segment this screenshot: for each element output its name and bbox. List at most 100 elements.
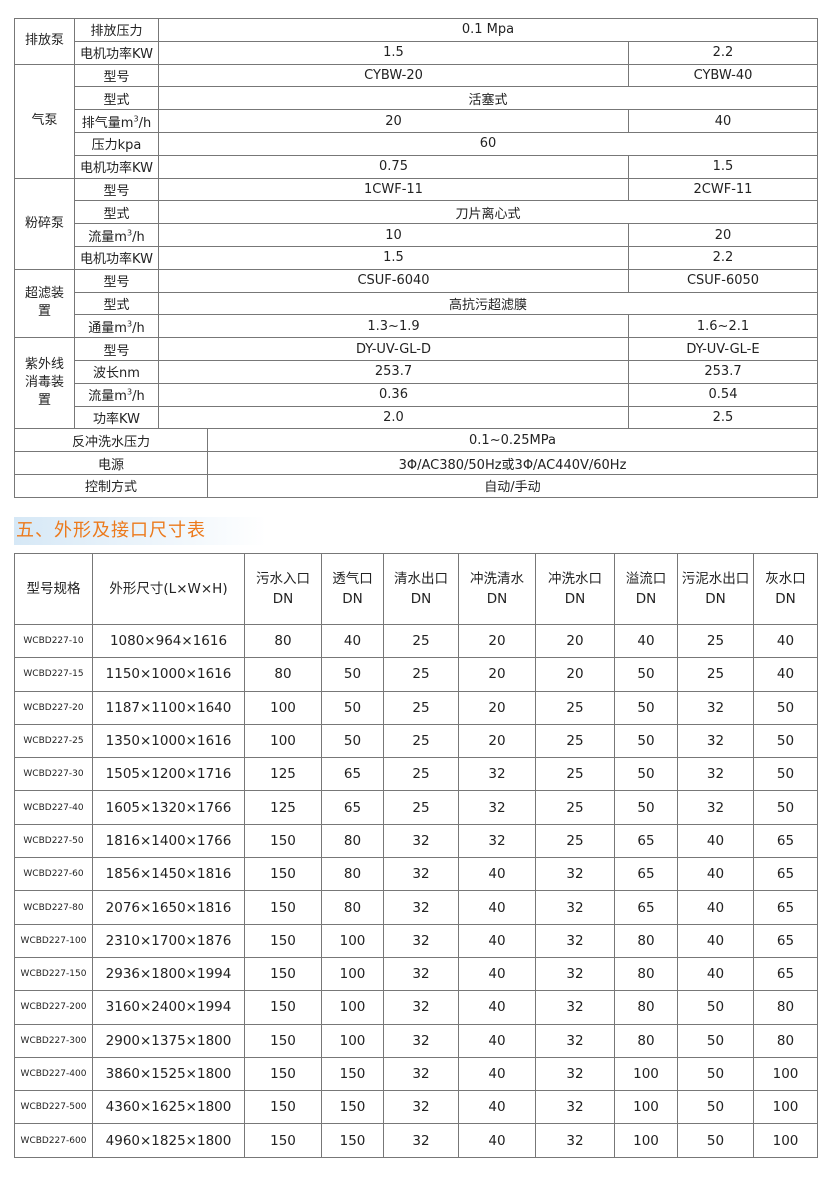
spec-row: 流量m3/h 10 20 [15,223,818,247]
param-value: 1.5 [158,245,629,270]
value-cell: 2310×1700×1876 [92,923,245,958]
spec-row: 电机功率KW 0.75 1.5 [15,154,818,179]
value-cell: 80 [614,923,678,958]
param-label: 流量m3/h [74,382,159,407]
param-value: DY-UV-GL-E [628,337,818,361]
value-cell: 50 [753,757,818,792]
value-cell: 32 [383,923,459,958]
spec-row: 超滤装置 型号 CSUF-6040 CSUF-6050 [14,268,818,339]
value-cell: 100 [321,923,384,958]
value-cell: 32 [383,990,459,1025]
model-cell: WCBD227-400 [14,1056,93,1092]
value-cell: 65 [753,956,818,992]
value-cell: 2936×1800×1994 [92,956,245,992]
value-cell: 20 [458,723,536,759]
value-cell: 40 [458,1090,536,1125]
param-label: 控制方式 [14,473,208,498]
spec-row: 功率KW 2.0 2.5 [15,405,818,430]
param-value: 1.3~1.9 [158,314,629,339]
value-cell: 1150×1000×1616 [92,657,245,692]
table-row: WCBD227-10 1080×964×1616 80 40 25 20 20 40 25 40 [14,623,818,659]
value-cell: 50 [753,690,818,725]
value-cell: 50 [753,723,818,759]
column-header: 型号规格 [14,553,93,625]
value-cell: 150 [321,1090,384,1125]
spec-row: 紫外线消毒装置 型号 DY-UV-GL-D DY-UV-GL-E [14,337,818,430]
value-cell: 80 [614,1023,678,1058]
model-cell: WCBD227-40 [14,790,93,825]
value-cell: 65 [753,923,818,958]
value-cell: 32 [458,790,536,825]
table-row: WCBD227-200 3160×2400×1994 150 100 32 40 32 80 5… [14,990,818,1025]
value-cell: 40 [677,857,754,892]
param-value: 20 [628,223,818,247]
param-value: 20 [158,109,629,133]
value-cell: 65 [753,890,818,925]
param-value: 3Φ/AC380/50Hz或3Φ/AC440V/60Hz [207,451,818,475]
param-label: 型式 [74,291,159,316]
param-value: 1CWF-11 [158,177,629,202]
value-cell: 150 [321,1056,384,1092]
table-row: WCBD227-20 1187×1100×1640 100 50 25 20 25 50 32 5… [14,690,818,725]
value-cell: 40 [458,1056,536,1092]
value-cell: 100 [321,990,384,1025]
value-cell: 80 [244,657,322,692]
param-label: 型号 [74,268,159,293]
value-cell: 50 [614,690,678,725]
value-cell: 25 [383,723,459,759]
param-label: 型式 [74,200,159,225]
value-cell: 32 [383,823,459,859]
param-label: 型号 [74,177,159,202]
model-cell: WCBD227-100 [14,923,93,958]
value-cell: 65 [321,757,384,792]
param-label: 型式 [74,86,159,111]
value-cell: 25 [535,757,615,792]
value-cell: 32 [458,757,536,792]
value-cell: 3860×1525×1800 [92,1056,245,1092]
value-cell: 40 [458,956,536,992]
value-cell: 32 [383,1090,459,1125]
value-cell: 32 [677,690,754,725]
param-value: CSUF-6040 [158,268,629,293]
spec-row: 排放泵 排放压力 0.1 Mpa [14,18,818,65]
section-title: 五、外形及接口尺寸表 [14,517,266,545]
value-cell: 150 [244,1123,322,1158]
model-cell: WCBD227-80 [14,890,93,925]
value-cell: 2900×1375×1800 [92,1023,245,1058]
spec-footer-row: 电源 3Φ/AC380/50Hz或3Φ/AC440V/60Hz [14,451,818,475]
column-header: 溢流口 DN [614,553,678,625]
value-cell: 150 [244,1023,322,1058]
value-cell: 32 [383,857,459,892]
column-header: 污水入口 DN [244,553,322,625]
value-cell: 40 [458,923,536,958]
value-cell: 125 [244,757,322,792]
spec-row: 电机功率KW 1.5 2.2 [15,245,818,270]
value-cell: 40 [458,1023,536,1058]
value-cell: 32 [677,757,754,792]
spec-row: 电机功率KW 1.5 2.2 [15,40,818,65]
value-cell: 50 [677,1123,754,1158]
value-cell: 32 [383,1056,459,1092]
value-cell: 150 [244,857,322,892]
value-cell: 1080×964×1616 [92,623,245,659]
value-cell: 25 [383,690,459,725]
spec-row: 型式 高抗污超滤膜 [15,291,818,316]
value-cell: 1350×1000×1616 [92,723,245,759]
value-cell: 150 [321,1123,384,1158]
table-row: WCBD227-300 2900×1375×1800 150 100 32 40 32 80 5… [14,1023,818,1058]
model-cell: WCBD227-20 [14,690,93,725]
value-cell: 65 [753,823,818,859]
table-row: WCBD227-30 1505×1200×1716 125 65 25 32 25 50 32 5… [14,757,818,792]
table-row: WCBD227-500 4360×1625×1800 150 150 32 40 32 100… [14,1090,818,1125]
column-header: 冲洗清水 DN [458,553,536,625]
spec-row: 型式 活塞式 [15,86,818,111]
value-cell: 2076×1650×1816 [92,890,245,925]
spec-row: 流量m3/h 0.36 0.54 [15,382,818,407]
param-value: 253.7 [158,359,629,384]
model-cell: WCBD227-600 [14,1123,93,1158]
model-cell: WCBD227-30 [14,757,93,792]
param-value: 60 [158,131,818,156]
value-cell: 150 [244,1090,322,1125]
value-cell: 50 [677,990,754,1025]
value-cell: 4960×1825×1800 [92,1123,245,1158]
